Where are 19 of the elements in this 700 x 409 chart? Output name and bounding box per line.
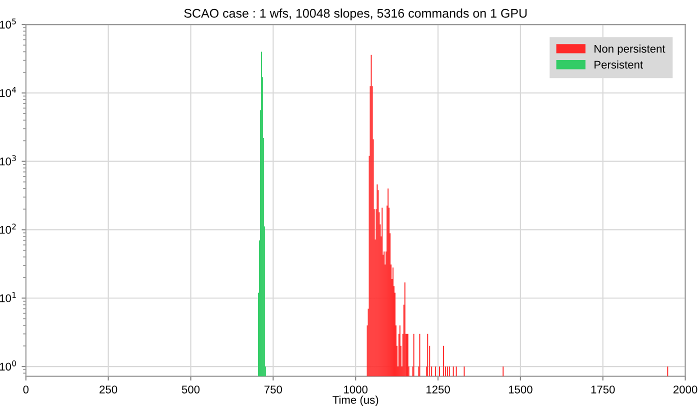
y-tick-label: 10$^{5}$ <box>0 18 16 29</box>
y-tick-label: 10$^{4}$ <box>0 86 16 97</box>
y-tick-label: 10$^{0}$ <box>0 360 16 371</box>
x-tick-label: 500 <box>182 386 200 394</box>
chart-title: SCAO case : 1 wfs, 10048 slopes, 5316 commands on 1 GPU <box>184 8 527 20</box>
x-tick-label: 2000 <box>674 386 698 394</box>
y-tick-label: 10$^{2}$ <box>0 224 16 234</box>
x-tick-label: 1250 <box>426 386 450 394</box>
legend-label: Persistent <box>594 60 643 69</box>
x-axis-title: Time (us) <box>332 396 378 406</box>
x-tick-label: 250 <box>100 386 118 394</box>
x-tick-label: 1500 <box>508 386 532 394</box>
y-tick-label: 10$^{3}$ <box>0 155 16 166</box>
y-tick-label: 10$^{1}$ <box>0 292 16 302</box>
x-tick-label: 1750 <box>591 386 615 394</box>
x-tick-label: 750 <box>264 386 282 394</box>
legend-label: Non persistent <box>594 44 666 55</box>
x-tick-label: 0 <box>23 386 29 394</box>
x-tick-label: 1000 <box>344 386 368 394</box>
